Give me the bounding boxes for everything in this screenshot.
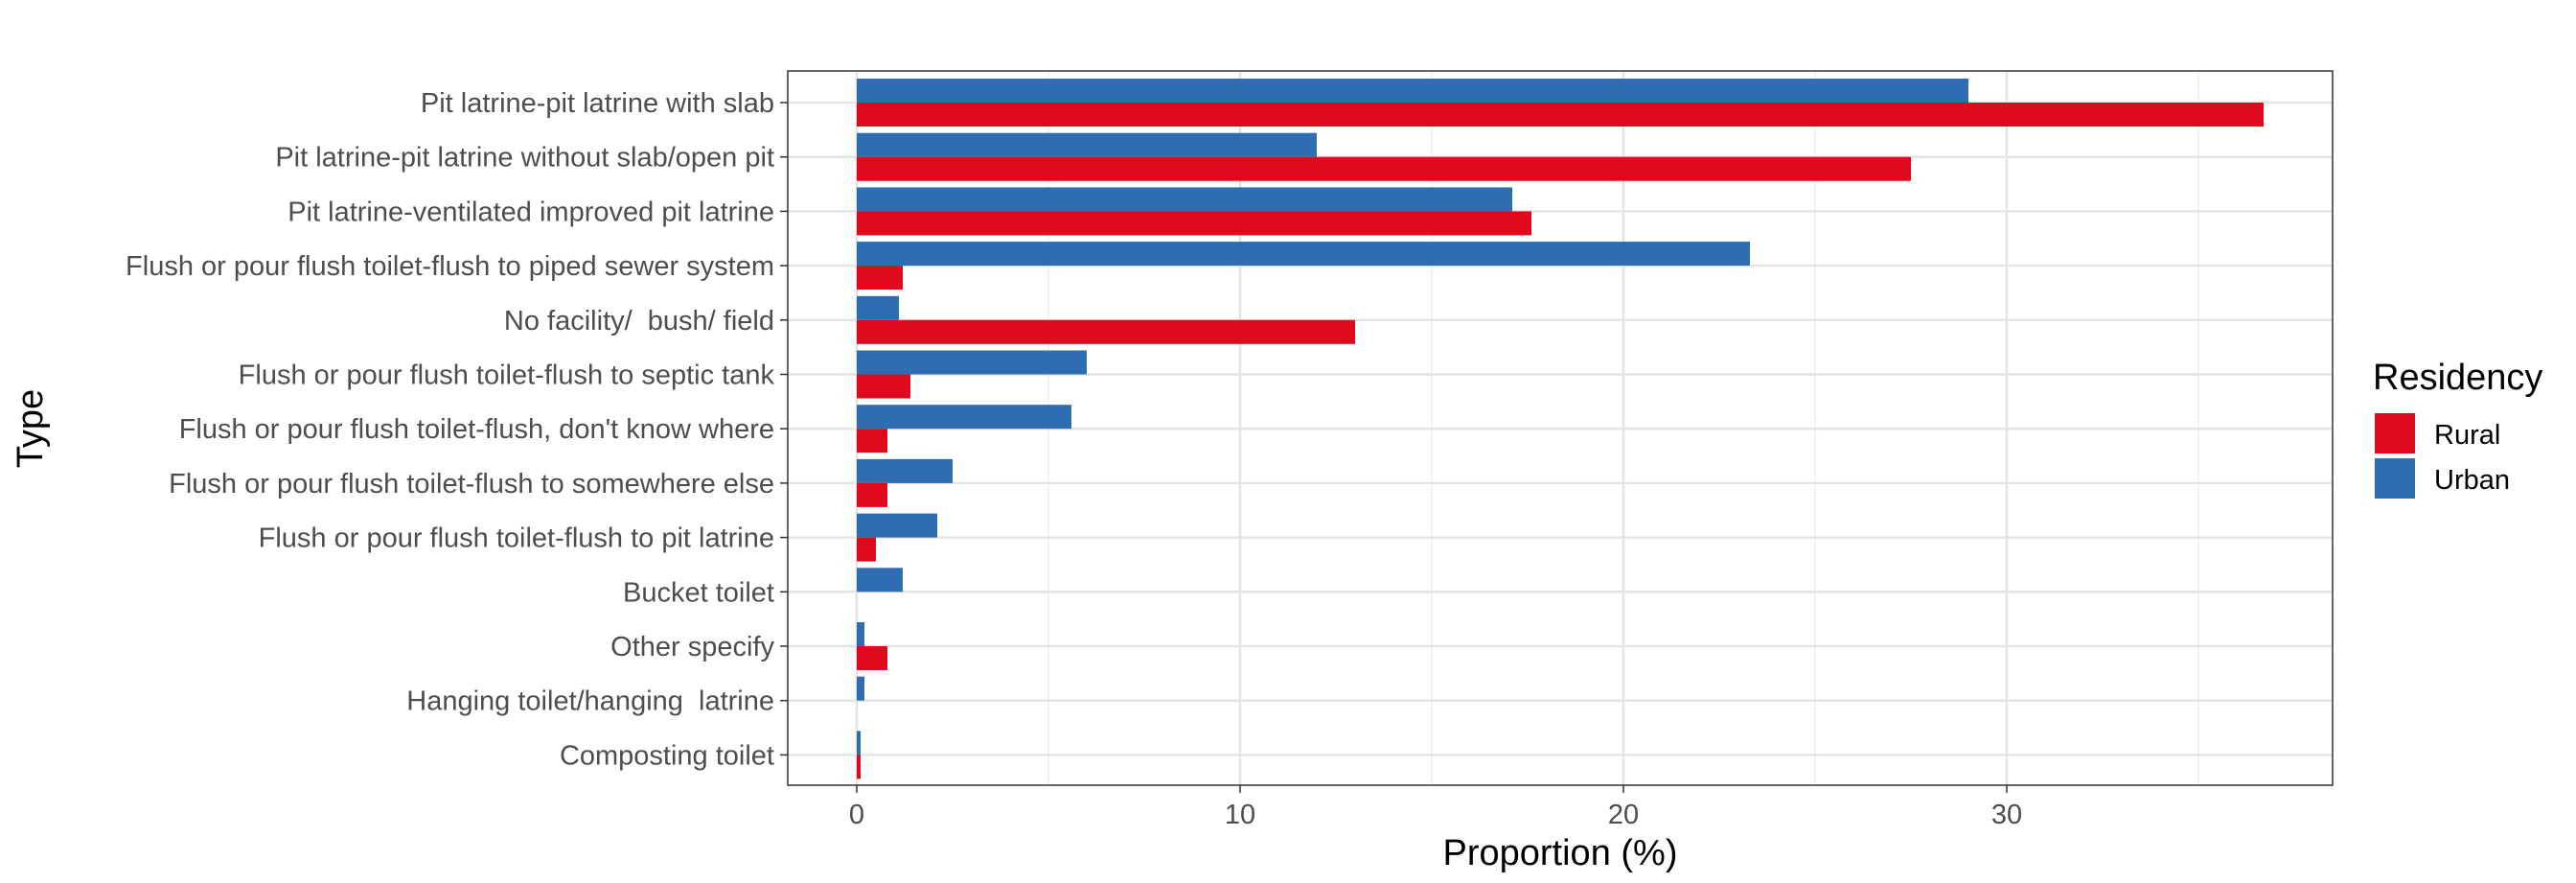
y-axis-title: Type xyxy=(11,389,51,468)
bar-rural xyxy=(857,482,887,507)
bar-rural xyxy=(857,103,2264,127)
y-tick-label: Pit latrine-ventilated improved pit latr… xyxy=(288,197,774,227)
legend-key-urban xyxy=(2375,458,2415,499)
bar-urban xyxy=(857,731,861,755)
bar-urban xyxy=(857,79,1968,103)
y-tick-label: Bucket toilet xyxy=(623,577,774,608)
x-tick-label: 30 xyxy=(1991,800,2022,830)
bar-urban xyxy=(857,295,899,320)
bar-rural xyxy=(857,156,1911,181)
y-tick-label: Flush or pour flush toilet-flush to some… xyxy=(169,469,774,500)
legend-title: Residency xyxy=(2373,358,2542,398)
bar-urban xyxy=(857,676,864,701)
bar-rural xyxy=(857,266,903,290)
bars xyxy=(857,79,2264,779)
x-tick-label: 20 xyxy=(1608,800,1639,830)
bar-urban xyxy=(857,513,937,538)
bar-urban xyxy=(857,350,1087,375)
x-axis-title: Proportion (%) xyxy=(1443,833,1678,873)
x-tick-label: 0 xyxy=(849,800,864,830)
y-tick-label: No facility/ bush/ field xyxy=(504,306,774,337)
y-tick-label: Flush or pour flush toilet-flush, don't … xyxy=(179,414,774,445)
legend: Residency Rural Urban xyxy=(2373,358,2542,499)
y-tick-label: Flush or pour flush toilet-flush to sept… xyxy=(239,360,775,391)
bar-urban xyxy=(857,568,903,593)
bar-urban xyxy=(857,405,1071,430)
y-tick-label: Pit latrine-pit latrine with slab xyxy=(421,88,774,119)
legend-label-rural: Rural xyxy=(2434,420,2500,451)
x-tick-label: 10 xyxy=(1225,800,1255,830)
legend-item-urban: Urban xyxy=(2375,458,2510,499)
y-tick-label: Pit latrine-pit latrine without slab/ope… xyxy=(275,143,774,174)
legend-item-rural: Rural xyxy=(2375,413,2500,453)
legend-key-rural xyxy=(2375,413,2415,453)
bar-rural xyxy=(857,374,910,399)
bar-urban xyxy=(857,242,1750,267)
y-tick-label: Hanging toilet/hanging latrine xyxy=(406,686,774,717)
bar-rural xyxy=(857,211,1531,236)
y-tick-label: Other specify xyxy=(610,632,774,662)
y-tick-label: Flush or pour flush toilet-flush to pit … xyxy=(259,523,774,554)
bar-urban xyxy=(857,622,864,646)
y-axis: Pit latrine-pit latrine with slab Pit lat… xyxy=(126,88,788,771)
y-tick-label: Composting toilet xyxy=(560,740,774,771)
bar-urban xyxy=(857,187,1512,212)
bar-rural xyxy=(857,755,861,779)
y-tick-label: Flush or pour flush toilet-flush to pipe… xyxy=(126,251,774,282)
bar-rural xyxy=(857,537,876,562)
bar-rural xyxy=(857,429,887,453)
x-axis: 0 10 20 30 xyxy=(849,785,2022,830)
bar-urban xyxy=(857,458,953,483)
bar-rural xyxy=(857,319,1355,344)
bar-rural xyxy=(857,646,887,670)
legend-label-urban: Urban xyxy=(2434,465,2510,496)
bar-urban xyxy=(857,132,1317,157)
